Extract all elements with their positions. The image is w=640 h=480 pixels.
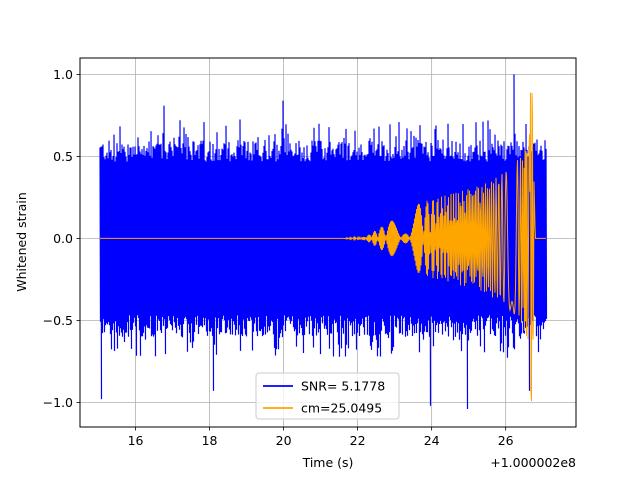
y-tick-label: −1.0	[43, 395, 73, 410]
x-tick-label: 20	[276, 433, 292, 448]
y-tick-label: −0.5	[43, 313, 73, 328]
y-tick-label: 0.0	[53, 231, 73, 246]
x-tick-label: 22	[350, 433, 366, 448]
x-tick-label: 24	[424, 433, 440, 448]
legend-label-cm: cm=25.0495	[301, 401, 382, 416]
x-tick-label: 16	[128, 433, 144, 448]
y-tick-label: 0.5	[53, 149, 73, 164]
x-tick-label: 18	[202, 433, 218, 448]
x-axis-label: Time (s)	[302, 455, 354, 470]
series-line	[100, 92, 546, 402]
y-axis-label: Whitened strain	[14, 192, 29, 291]
plot-frame	[79, 57, 577, 428]
ticks: 16 18 20 22 24 26 1.0 0.5 0.0 −0.5 −1.0	[43, 67, 514, 448]
x-tick-label: 26	[498, 433, 514, 448]
legend-label-snr: SNR= 5.1778	[301, 379, 385, 394]
series-layer	[99, 74, 548, 410]
legend: SNR= 5.1778 cm=25.0495	[255, 372, 400, 420]
x-offset-label: +1.000002e8	[490, 455, 576, 470]
y-tick-label: 1.0	[53, 67, 73, 82]
